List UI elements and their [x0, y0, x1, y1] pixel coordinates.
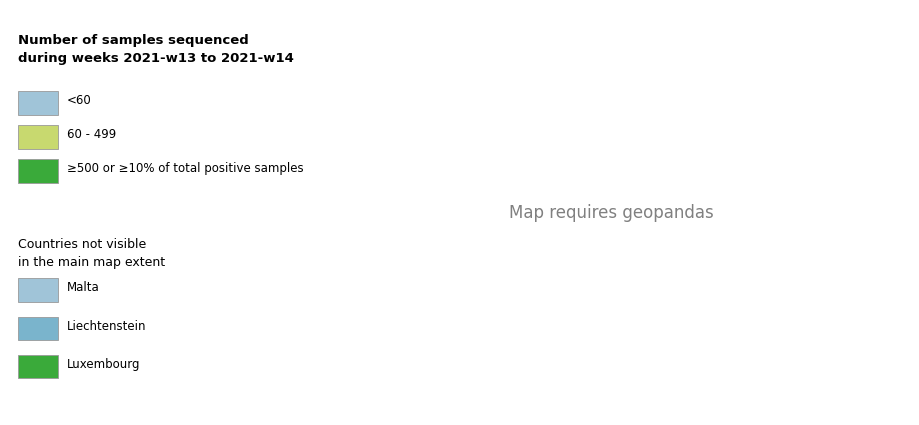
- FancyBboxPatch shape: [18, 159, 58, 183]
- Text: Malta: Malta: [67, 281, 99, 295]
- Text: Countries not visible
in the main map extent: Countries not visible in the main map ex…: [18, 238, 165, 269]
- Text: ≥500 or ≥10% of total positive samples: ≥500 or ≥10% of total positive samples: [67, 162, 303, 176]
- FancyBboxPatch shape: [18, 91, 58, 115]
- FancyBboxPatch shape: [18, 125, 58, 149]
- Text: Luxembourg: Luxembourg: [67, 358, 140, 371]
- FancyBboxPatch shape: [18, 317, 58, 340]
- Text: Number of samples sequenced
during weeks 2021-w13 to 2021-w14: Number of samples sequenced during weeks…: [18, 34, 294, 65]
- Text: Map requires geopandas: Map requires geopandas: [509, 204, 713, 221]
- Text: 60 - 499: 60 - 499: [67, 128, 116, 142]
- FancyBboxPatch shape: [18, 278, 58, 302]
- FancyBboxPatch shape: [18, 355, 58, 378]
- Text: <60: <60: [67, 94, 92, 108]
- Text: Liechtenstein: Liechtenstein: [67, 320, 146, 333]
